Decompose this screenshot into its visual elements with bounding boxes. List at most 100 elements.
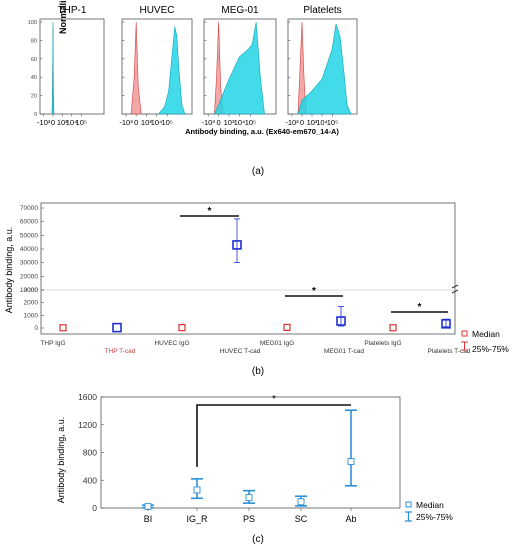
panel-b-xtick-label-HUVEC IgG: HUVEC IgG <box>154 340 189 347</box>
panel-c-legend-range: 25%-75% <box>416 512 453 522</box>
panel-c-legend-median-icon <box>405 501 412 508</box>
panel-b-xtick-label-Platelets IgG: Platelets IgG <box>364 340 401 347</box>
panel-a-xtick-label: 10⁵ <box>76 118 87 127</box>
panel-c-legend-range-icon <box>405 511 412 522</box>
panel-b-ytick-label: 3000 <box>24 287 39 294</box>
panel-c-caption: (c) <box>252 534 264 545</box>
panel-b-xtick-label-THP IgG: THP IgG <box>40 340 65 347</box>
panel-a-xtick-label: 0 <box>300 118 304 127</box>
panel-c-ytick-label: 0 <box>92 503 97 513</box>
panel-c-median-IG_R <box>193 486 201 494</box>
panel-a-ytick-label: 80 <box>31 38 37 44</box>
panel-a-caption: (a) <box>252 166 264 177</box>
panel-a-xtick-label: 10³ <box>224 118 235 127</box>
panel-a-ylabel: Normalized To Mode <box>58 0 68 34</box>
panel-a-xtick-label: 10⁴ <box>151 118 163 127</box>
panel-b-legend-range: 25%-75% <box>472 344 509 354</box>
panel-b-significance-star: * <box>208 206 212 217</box>
panel-c-xtick-label-BI: BI <box>144 514 153 524</box>
panel-c-xtick-label-PS: PS <box>243 514 255 524</box>
panel-b-axis-break-mark <box>451 284 459 294</box>
panel-b-xtick-label-HUVEC T-cad: HUVEC T-cad <box>220 348 261 355</box>
panel-a-title-HUVEC: HUVEC <box>139 5 174 16</box>
panel-a-xtick-label: -10³ <box>202 118 216 127</box>
panel-c-ytick-label: 1600 <box>78 392 97 402</box>
panel-c-median-SC <box>297 498 305 506</box>
panel-a-xlabel: Antibody binding, a.u. (Ex640-em670_14-A… <box>185 127 339 136</box>
panel-b-legend: Median 25%-75% <box>461 329 509 354</box>
panel-a-xtick-label: 10⁵ <box>327 118 338 127</box>
panel-a-xtick-label: 0 <box>134 118 138 127</box>
panel-a-xtick-label: 0 <box>217 118 221 127</box>
panel-b-significance-star: * <box>312 286 316 297</box>
panel-c-ytick-label: 1200 <box>78 420 97 430</box>
panel-b-legend-range-icon <box>461 341 468 351</box>
panel-a-histogram-tcad-Platelets <box>297 23 352 115</box>
panel-a-xtick-label: 10⁴ <box>66 118 78 127</box>
panel-b-median-Platelets IgG <box>389 324 397 332</box>
panel-c-significance-star: * <box>272 394 276 405</box>
panel-a-xtick-label: 10³ <box>307 118 318 127</box>
panel-a-xtick-label: 10⁵ <box>161 118 172 127</box>
panel-a-xtick-label: 10⁴ <box>316 118 328 127</box>
panel-b-ylabel: Antibody binding, a.u. <box>4 227 14 314</box>
panel-c-plot: 0 400 800 1200 1600 BI IG_R PS SC Ab * <box>78 392 401 524</box>
panel-b-xtick-label-MEG01 T-cad: MEG01 T-cad <box>324 348 364 355</box>
panel-a-xtick-label: 10⁵ <box>245 118 256 127</box>
panel-c-legend-median: Median <box>416 500 444 510</box>
panel-b-xtick-label-MEG01 IgG: MEG01 IgG <box>260 340 294 347</box>
panel-a-histogram-tcad-HUVEC <box>157 26 186 115</box>
panel-a-ytick-label: 100 <box>28 20 37 26</box>
panel-b-ytick-label: 30000 <box>20 260 38 267</box>
panel-b-significance-star: * <box>418 302 422 313</box>
panel-c-xtick-label-IG_R: IG_R <box>186 514 208 524</box>
panel-b-xtick-label-THP T-cad: THP T-cad <box>105 348 136 355</box>
panel-b-median-HUVEC T-cad <box>232 240 242 250</box>
panel-b-median-THP IgG <box>59 324 67 332</box>
panel-b-ytick-label: 60000 <box>20 219 38 226</box>
panel-a-xtick-label: -10³ <box>285 118 299 127</box>
panel-b-frame <box>40 202 456 335</box>
panel-b-ytick-label: 2000 <box>24 300 39 307</box>
panel-a-histogram-tcad-THP-1 <box>51 21 55 115</box>
panel-a-title-MEG-01: MEG-01 <box>221 5 259 16</box>
panel-c-xtick-label-SC: SC <box>295 514 308 524</box>
panel-a-xtick-label: 10³ <box>57 118 68 127</box>
panel-b-xtick-label-Platelets T-cad: Platelets T-cad <box>428 348 471 355</box>
panel-b-median-HUVEC IgG <box>178 324 186 332</box>
panel-b-median-THP T-cad <box>112 322 122 333</box>
panel-b-median-MEG01 IgG <box>283 323 291 331</box>
panel-c-ytick-label: 400 <box>83 475 97 485</box>
panel-b-ytick-label: 0 <box>34 325 38 332</box>
panel-b-ytick-label: 1000 <box>24 312 39 319</box>
panel-a-xtick-label: -10³ <box>37 118 51 127</box>
panel-b-legend-median-icon <box>461 330 468 337</box>
panel-b-median-Platelets T-cad <box>441 319 451 329</box>
panel-a-xtick-label: 10³ <box>141 118 152 127</box>
panel-a-xtick-label: -10³ <box>119 118 133 127</box>
panel-c-ylabel: Antibody binding, a.u. <box>56 417 66 504</box>
panel-b-legend-median: Median <box>472 329 500 339</box>
panel-c-median-Ab <box>347 458 355 465</box>
panel-c-significance-bracket <box>196 404 351 467</box>
panel-a-histogram-tcad-MEG-01 <box>213 21 265 115</box>
panel-a-xtick-label: 0 <box>51 118 55 127</box>
panel-a-title-Platelets: Platelets <box>303 5 341 16</box>
panel-a-title-THP-1: THP-1 <box>58 5 87 16</box>
panel-c-median-PS <box>245 494 253 502</box>
panel-b-ytick-label: 70000 <box>20 205 38 212</box>
panel-a-ytick-label: 20 <box>31 94 37 100</box>
panel-b-ytick-label: 20000 <box>20 273 38 280</box>
panel-b-ytick-label: 40000 <box>20 246 38 253</box>
panel-c-ytick-label: 800 <box>83 448 97 458</box>
panel-b-caption: (b) <box>252 366 264 377</box>
panel-a-frame-THP-1 <box>39 18 105 115</box>
panel-a-xtick-label: 10⁴ <box>234 118 246 127</box>
panel-a-ytick-label: 60 <box>31 57 37 63</box>
panel-a-histogram-control-HUVEC <box>130 21 142 115</box>
panel-c-frame <box>100 396 401 509</box>
panel-b-ytick-label: 10000 <box>20 287 38 294</box>
